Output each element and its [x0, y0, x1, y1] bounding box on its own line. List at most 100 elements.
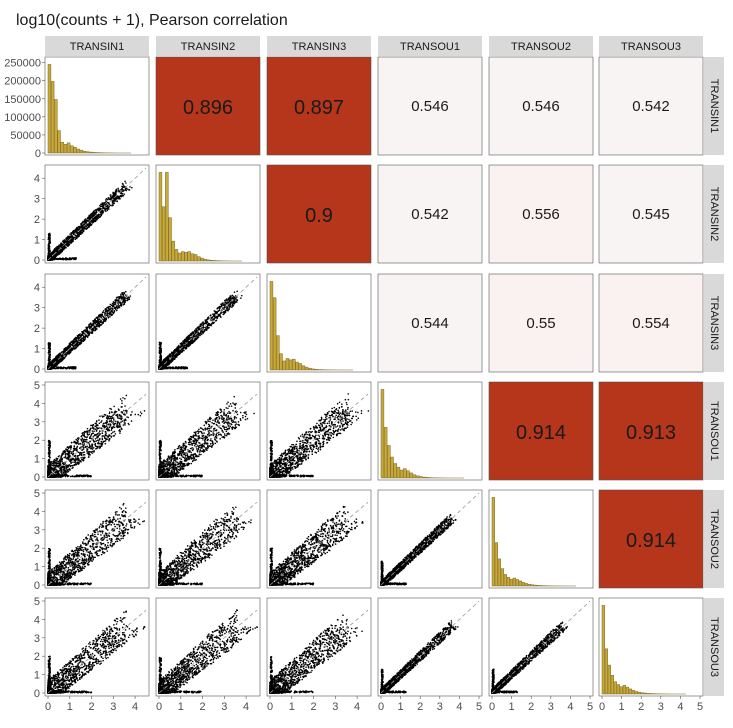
scatter-point — [67, 244, 69, 246]
scatter-point — [83, 443, 85, 445]
histogram-bar — [273, 298, 276, 370]
histogram-bar — [77, 149, 80, 153]
scatter-point — [100, 211, 102, 213]
scatter-point — [109, 413, 111, 415]
scatter-point — [184, 347, 186, 349]
chart-title: log10(counts + 1), Pearson correlation — [16, 12, 288, 29]
scatter-point — [223, 304, 225, 306]
scatter-point — [204, 327, 206, 329]
scatter-point — [95, 209, 97, 211]
scatter-point — [82, 449, 84, 451]
scatter-point — [71, 453, 73, 455]
scatter-point — [71, 240, 73, 242]
scatter-point — [88, 224, 90, 226]
scatter-point — [76, 447, 78, 449]
scatter-point — [109, 415, 111, 417]
row-strip-transin1: TRANSIN1 — [704, 57, 724, 155]
scatter-point — [99, 205, 101, 207]
scatter-point — [92, 445, 94, 447]
scatter-point — [183, 350, 185, 352]
panel-transin2-transin1 — [45, 165, 149, 263]
scatter-point — [83, 231, 85, 233]
scatter-point — [99, 438, 101, 440]
column-strip-label: TRANSIN3 — [292, 41, 346, 53]
scatter-point — [169, 355, 171, 357]
scatter-point — [86, 441, 88, 443]
scatter-point — [109, 420, 111, 422]
scatter-point — [51, 472, 53, 474]
scatter-point — [221, 304, 223, 306]
histogram-bar — [67, 143, 70, 153]
scatter-point — [103, 316, 105, 318]
panel-transin1-transin3: 0.897 — [267, 57, 371, 155]
scatter-point — [96, 437, 98, 439]
scatter-point — [240, 297, 242, 299]
scatter-point — [85, 331, 87, 333]
scatter-point — [64, 451, 66, 453]
scatter-point — [218, 307, 220, 309]
scatter-point — [87, 227, 89, 229]
scatter-point — [95, 217, 97, 219]
histogram-bar — [172, 241, 175, 261]
scatter-point — [117, 425, 119, 427]
histogram-bar — [61, 142, 64, 153]
panel-grid: TRANSIN1 TRANSIN2 TRANSIN3 TRANSOU1 TRANSOU2… — [4, 36, 724, 713]
scatter-point — [137, 414, 139, 416]
scatter-point — [218, 314, 220, 316]
scatter-point — [202, 331, 204, 333]
scatter-point — [123, 424, 125, 426]
scatter-point — [64, 247, 66, 249]
scatter-point — [93, 424, 95, 426]
scatter-point — [200, 325, 202, 327]
histogram-bar — [305, 367, 308, 370]
scatter-point — [126, 412, 128, 414]
scatter-point — [124, 422, 126, 424]
scatter-point — [65, 448, 67, 450]
scatter-point — [193, 340, 195, 342]
scatter-point — [113, 311, 115, 313]
scatter-point — [56, 364, 58, 366]
scatter-point — [114, 412, 116, 414]
scatter-point — [175, 355, 177, 357]
column-strip-transin2: TRANSIN2 — [156, 36, 260, 56]
scatter-point — [122, 193, 124, 195]
scatter-point — [70, 462, 72, 464]
scatter-point — [118, 430, 120, 432]
scatter-point — [125, 182, 127, 184]
scatter-point — [129, 299, 131, 301]
scatter-point — [229, 300, 231, 302]
zero-band-point — [48, 234, 50, 236]
scatter-point — [114, 303, 116, 305]
scatter-point — [105, 201, 107, 203]
scatter-point — [117, 415, 119, 417]
scatter-point — [101, 428, 103, 430]
scatter-point — [121, 292, 123, 294]
scatter-point — [162, 361, 164, 363]
scatter-point — [217, 316, 219, 318]
panel-transin1-transin1 — [45, 57, 149, 155]
scatter-point — [227, 306, 229, 308]
column-strip-label: TRANSOU1 — [400, 41, 460, 53]
scatter-point — [104, 436, 106, 438]
scatter-point — [78, 452, 80, 454]
row-strip-label: TRANSOU3 — [708, 617, 720, 677]
scatter-point — [96, 316, 98, 318]
scatter-point — [224, 300, 226, 302]
scatter-point — [123, 304, 125, 306]
scatter-point — [108, 308, 110, 310]
scatter-point — [71, 458, 73, 460]
row-strip-transou2: TRANSOU2 — [704, 490, 724, 588]
scatter-point — [116, 200, 118, 202]
histogram-bar — [312, 369, 315, 370]
scatter-point — [75, 461, 77, 463]
scatter-point — [80, 335, 82, 337]
panel-transin2-transou3: 0.545 — [599, 165, 703, 263]
scatter-point — [79, 454, 81, 456]
scatter-point — [98, 321, 100, 323]
scatter-point — [88, 326, 90, 328]
scatter-point — [127, 298, 129, 300]
scatter-point — [209, 325, 211, 327]
scatter-point — [77, 462, 79, 464]
scatter-point — [77, 233, 79, 235]
histogram-bar — [286, 358, 289, 370]
